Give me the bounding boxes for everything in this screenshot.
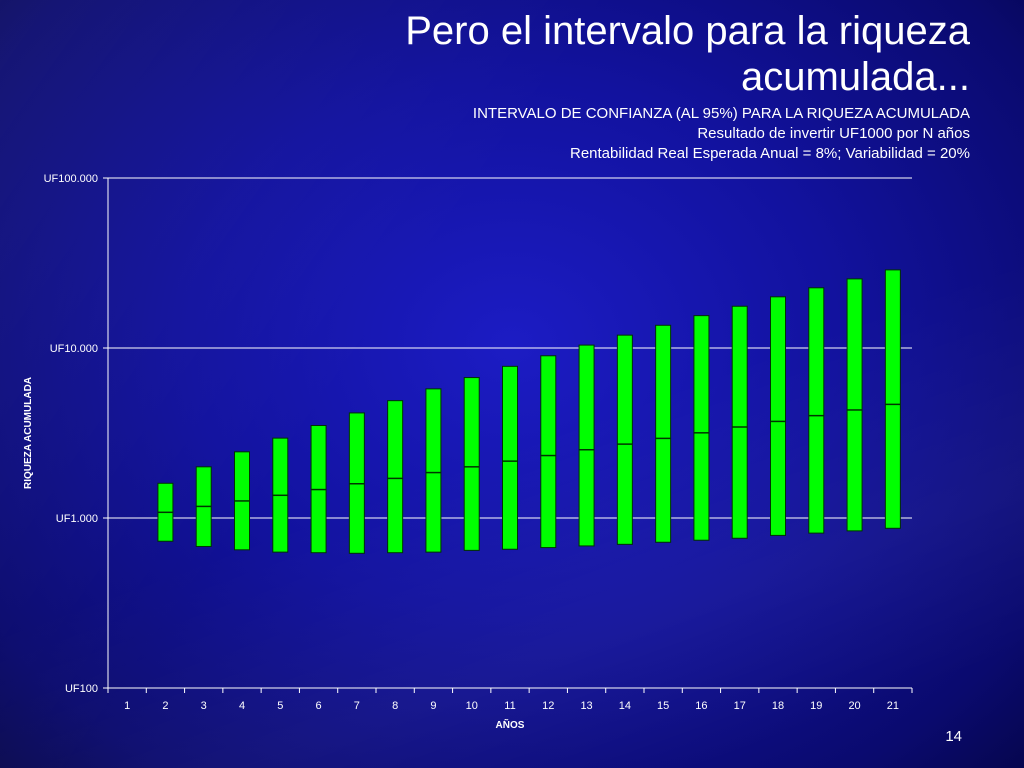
y-axis-title: RIQUEZA ACUMULADA [23,377,34,489]
x-tick-label: 14 [619,700,631,712]
slide-title-line-1: Pero el intervalo para la riqueza [405,9,970,53]
chart-subtitle-1: INTERVALO DE CONFIANZA (AL 95%) PARA LA … [472,105,970,122]
chart-subtitle-2: Resultado de invertir UF1000 por N años [697,125,970,142]
x-tick-label: 20 [848,700,860,712]
title-block: Pero el intervalo para la riqueza acumul… [70,8,970,164]
x-tick-label: 15 [657,700,669,712]
x-tick-label: 17 [734,700,746,712]
range-bar [387,400,404,554]
page-number: 14 [945,728,962,745]
x-tick-label: 11 [504,700,515,712]
range-bar [578,344,595,547]
x-tick-label: 21 [887,700,899,712]
x-tick-label: 16 [695,700,707,712]
range-bar [808,287,825,534]
x-axis-title: AÑOS [496,718,525,731]
x-tick-label: 4 [239,700,245,712]
x-tick-label: 9 [430,700,436,712]
range-bar [846,278,863,532]
slide-title-line-2: acumulada... [740,55,970,99]
range-bar [425,388,442,553]
range-bar [502,365,518,550]
range-bar [770,296,786,536]
x-tick-label: 8 [392,700,398,712]
y-tick-label: UF100.000 [44,173,98,185]
x-tick-label: 6 [316,700,322,712]
range-bar [540,355,557,549]
y-tick-label: UF100 [65,683,98,695]
x-tick-label: 2 [162,700,168,712]
range-bar [463,377,480,551]
range-bar [884,269,901,529]
x-tick-label: 7 [354,700,360,712]
range-bar [616,334,633,545]
x-tick-label: 18 [772,700,784,712]
range-bar [731,305,748,539]
y-tick-label: UF10.000 [50,343,98,355]
x-tick-label: 5 [277,700,283,712]
x-tick-label: 3 [201,700,207,712]
x-tick-label: 10 [466,700,478,712]
range-bar [655,324,672,543]
x-tick-label: 19 [810,700,822,712]
x-tick-label: 1 [124,700,130,712]
range-bar [693,315,710,541]
x-tick-label: 12 [542,700,554,712]
x-tick-label: 13 [580,700,592,712]
y-tick-label: UF1.000 [56,513,98,525]
chart-subtitle-3: Rentabilidad Real Esperada Anual = 8%; V… [570,145,970,162]
